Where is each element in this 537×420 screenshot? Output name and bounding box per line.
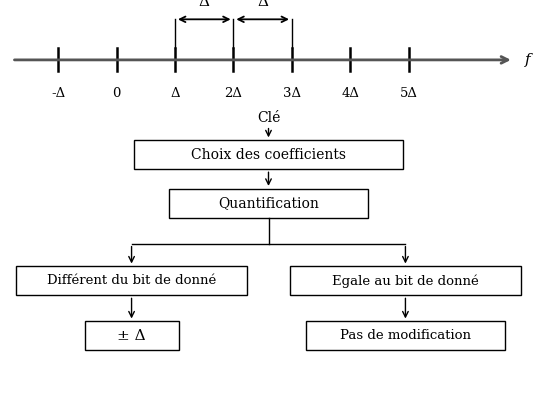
Text: f: f [525, 53, 531, 67]
FancyBboxPatch shape [306, 321, 505, 350]
Text: 5Δ: 5Δ [400, 87, 418, 100]
Text: 2Δ: 2Δ [224, 87, 243, 100]
Text: Choix des coefficients: Choix des coefficients [191, 148, 346, 162]
FancyBboxPatch shape [134, 140, 403, 169]
Text: Δ: Δ [199, 0, 210, 9]
FancyBboxPatch shape [85, 321, 178, 350]
Text: Δ: Δ [170, 87, 180, 100]
Text: 4Δ: 4Δ [341, 87, 359, 100]
Text: Δ: Δ [257, 0, 268, 9]
FancyBboxPatch shape [16, 266, 247, 296]
FancyBboxPatch shape [290, 266, 521, 296]
Text: Quantification: Quantification [218, 196, 319, 210]
Text: 3Δ: 3Δ [283, 87, 301, 100]
Text: Différent du bit de donné: Différent du bit de donné [47, 274, 216, 287]
Text: 0: 0 [113, 87, 121, 100]
Text: -Δ: -Δ [51, 87, 66, 100]
Text: Pas de modification: Pas de modification [340, 329, 471, 342]
Text: ± Δ: ± Δ [117, 329, 146, 343]
Text: Clé: Clé [257, 110, 280, 125]
Text: Egale au bit de donné: Egale au bit de donné [332, 274, 479, 288]
FancyBboxPatch shape [169, 189, 368, 218]
